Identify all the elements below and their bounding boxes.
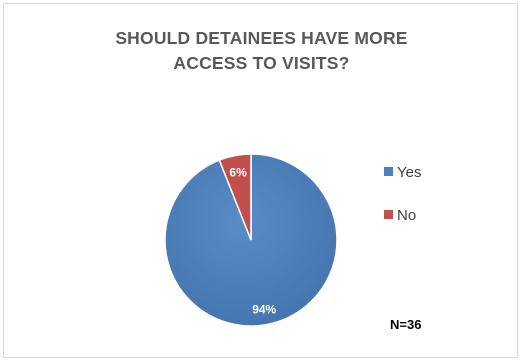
legend-label-yes: Yes [397,164,421,181]
chart-title: SHOULD DETAINEES HAVE MORE ACCESS TO VIS… [0,26,523,76]
legend: Yes No [384,164,421,224]
legend-swatch-no [384,210,393,219]
data-label-no: 6% [229,165,247,179]
sample-size-note: N=36 [390,317,422,332]
legend-swatch-yes [384,167,393,176]
chart-title-line-2: ACCESS TO VISITS? [173,53,350,73]
pie-slice-no [218,153,252,241]
pie-data-labels: 94% 6% [229,165,276,316]
pie-slices [164,153,338,327]
legend-label-no: No [397,207,416,224]
chart-title-line-1: SHOULD DETAINEES HAVE MORE [115,28,408,48]
data-label-yes: 94% [252,302,276,316]
